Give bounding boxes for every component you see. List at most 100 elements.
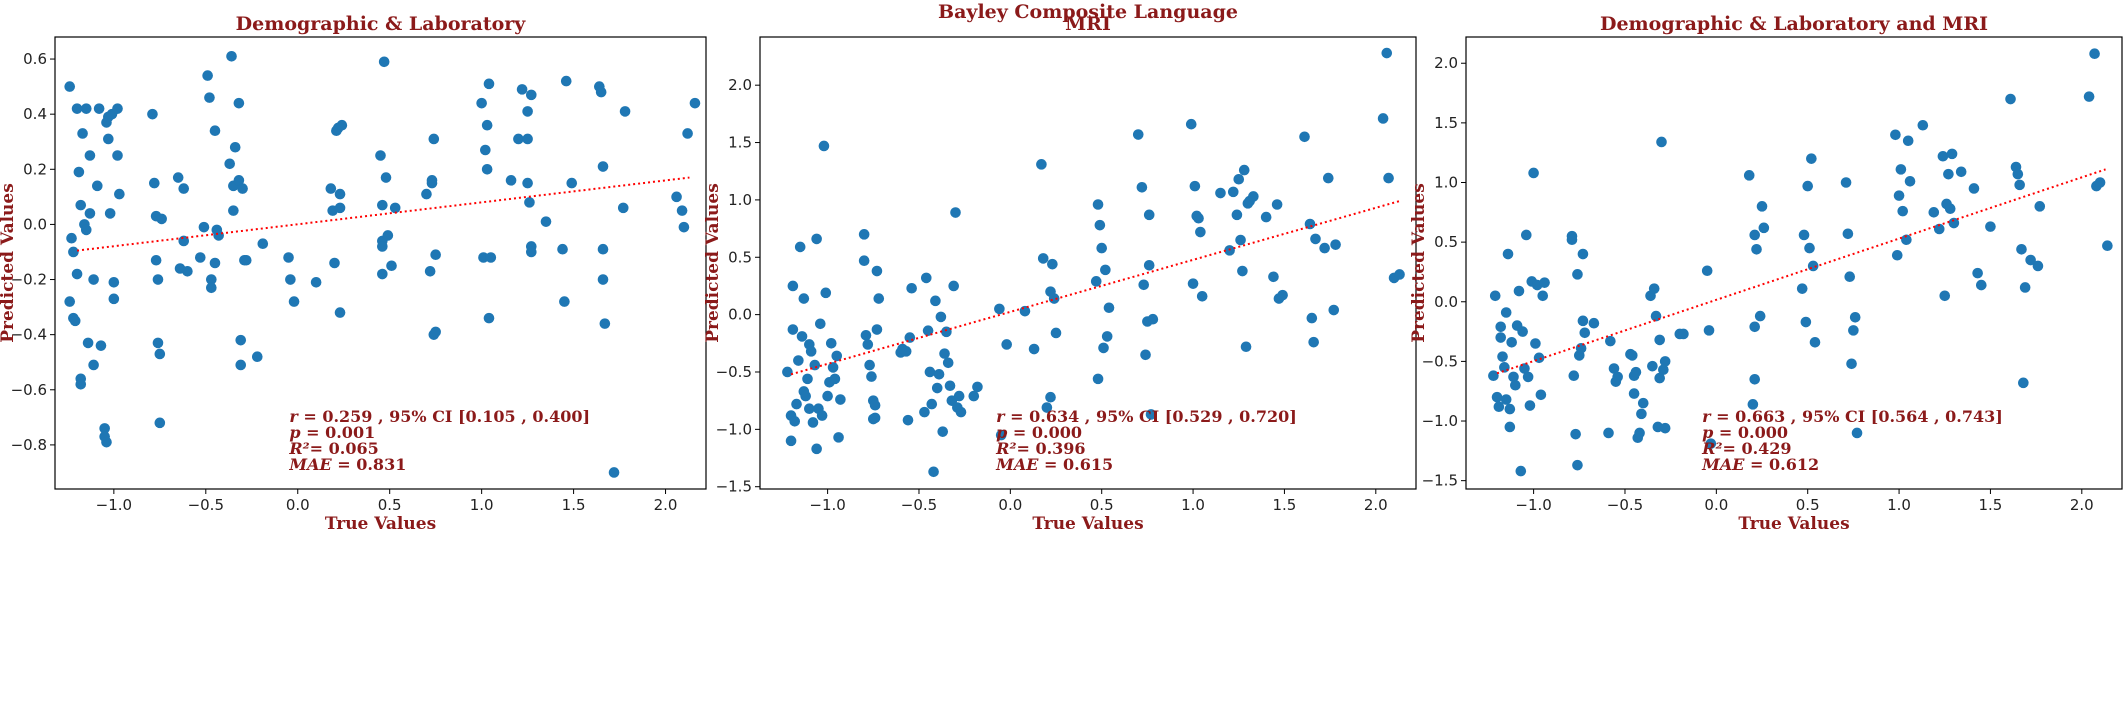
- scatter-point: [1572, 269, 1583, 280]
- x-tick-label: −1.0: [809, 496, 845, 514]
- scatter-point: [2032, 260, 2044, 272]
- scatter-point: [809, 359, 821, 371]
- scatter-point: [430, 326, 441, 338]
- scatter-point: [525, 246, 537, 258]
- figure-suptitle: Bayley Composite Language: [938, 1, 1238, 23]
- scatter-point: [88, 274, 99, 285]
- scatter-point: [928, 466, 939, 478]
- stat-r: r = 0.634 , 95% CI [0.529 , 0.720]: [996, 407, 1297, 426]
- scatter-point: [1634, 427, 1645, 439]
- scatter-point: [1277, 289, 1288, 301]
- scatter-point: [310, 276, 322, 288]
- scatter-point: [101, 436, 112, 448]
- scatter-point: [421, 188, 432, 200]
- scatter-point: [597, 274, 609, 285]
- scatter-point: [1749, 321, 1761, 333]
- y-tick-label: −1.5: [1422, 472, 1458, 490]
- x-tick-label: 0.5: [378, 496, 402, 514]
- stat-p: p = 0.000: [1702, 423, 1788, 442]
- scatter-point: [1946, 148, 1958, 160]
- x-tick-label: 1.5: [562, 496, 586, 514]
- scatter-point: [257, 238, 269, 250]
- scatter-point: [1260, 211, 1272, 223]
- scatter-point: [235, 334, 247, 346]
- scatter-point: [1568, 370, 1580, 382]
- stat-mae: MAE = 0.612: [1701, 455, 1819, 474]
- scatter-point: [198, 221, 210, 233]
- scatter-point: [1851, 427, 1863, 439]
- scatter-point: [178, 235, 190, 247]
- scatter-point: [1103, 302, 1115, 314]
- scatter-point: [835, 394, 846, 405]
- scatter-point: [866, 371, 877, 382]
- scatter-point: [864, 359, 875, 371]
- scatter-point: [566, 177, 578, 189]
- scatter-point: [1890, 129, 1901, 141]
- scatter-point: [1537, 290, 1549, 302]
- scatter-point: [1637, 397, 1649, 409]
- scatter-point: [1588, 317, 1600, 329]
- scatter-point: [1510, 379, 1521, 391]
- y-tick-label: −0.2: [11, 271, 47, 289]
- scatter-point: [794, 241, 806, 253]
- scatter-point: [782, 366, 793, 378]
- scatter-point: [2083, 91, 2095, 102]
- scatter-point: [513, 133, 524, 145]
- scatter-point: [1902, 135, 1914, 147]
- scatter-point: [378, 56, 390, 68]
- stat-r2: R²= 0.429: [1701, 439, 1791, 458]
- scatter-point: [559, 296, 570, 307]
- scatter-point: [968, 390, 980, 402]
- scatter-point: [522, 133, 533, 145]
- scatter-point: [599, 318, 611, 329]
- scatter-point: [1138, 279, 1150, 291]
- scatter-point: [1968, 183, 1980, 194]
- scatter-point: [1928, 207, 1940, 218]
- scatter-point: [939, 348, 950, 359]
- regression-line: [790, 200, 1400, 376]
- scatter-point: [224, 158, 236, 170]
- scatter-point: [1036, 159, 1047, 170]
- y-tick-label: 0.0: [728, 306, 752, 324]
- scatter-point: [91, 180, 103, 192]
- chart-panel-2: MRI −1.0 −0.5 0.0 0.5 1.0 1.5 2.0 −1.5 −1.0 −0.5 0.…: [703, 13, 1417, 534]
- scatter-point: [1028, 343, 1040, 355]
- scatter-point: [1502, 248, 1514, 260]
- scatter-point: [1539, 277, 1550, 288]
- scatter-point: [869, 399, 881, 411]
- y-tick-label: −1.0: [716, 420, 752, 438]
- x-tick-label: 1.0: [1887, 496, 1911, 514]
- scatter-point: [1328, 304, 1340, 316]
- y-tick-label: 1.5: [1434, 114, 1458, 132]
- scatter-point: [1100, 264, 1111, 276]
- scatter-point: [787, 324, 799, 335]
- chart-title: Demographic & Laboratory: [236, 13, 527, 35]
- scatter-point: [1488, 370, 1499, 382]
- scatter-point: [1605, 335, 1616, 347]
- scatter-point: [1678, 328, 1689, 340]
- scatter-point: [924, 366, 936, 378]
- scatter-point: [522, 177, 533, 189]
- scatter-point: [815, 318, 826, 330]
- scatter-point: [671, 191, 682, 203]
- scatter-point: [1842, 228, 1854, 240]
- scatter-point: [1848, 325, 1859, 336]
- scatter-point: [804, 403, 815, 414]
- scatter-point: [1566, 234, 1578, 246]
- scatter-point: [922, 325, 934, 336]
- scatter-point: [84, 208, 96, 219]
- stats-annotation: r = 0.634 , 95% CI [0.529 , 0.720]p = 0.…: [995, 407, 1297, 474]
- x-tick-label: −0.5: [901, 496, 937, 514]
- scatter-point: [88, 359, 99, 371]
- x-tick-label: 2.0: [1364, 496, 1388, 514]
- scatter-point: [1330, 239, 1341, 250]
- scatter-point: [2034, 201, 2046, 212]
- scatter-point: [2018, 377, 2029, 389]
- x-axis-label: True Values: [1032, 514, 1143, 534]
- scatter-point: [1948, 217, 1960, 229]
- stat-mae: MAE = 0.831: [288, 455, 406, 474]
- stats-annotation: r = 0.663 , 95% CI [0.564 , 0.743]p = 0.…: [1701, 407, 2003, 474]
- scatter-point: [1504, 403, 1516, 415]
- scatter-point: [1045, 391, 1056, 403]
- y-tick-label: −1.0: [1422, 412, 1458, 430]
